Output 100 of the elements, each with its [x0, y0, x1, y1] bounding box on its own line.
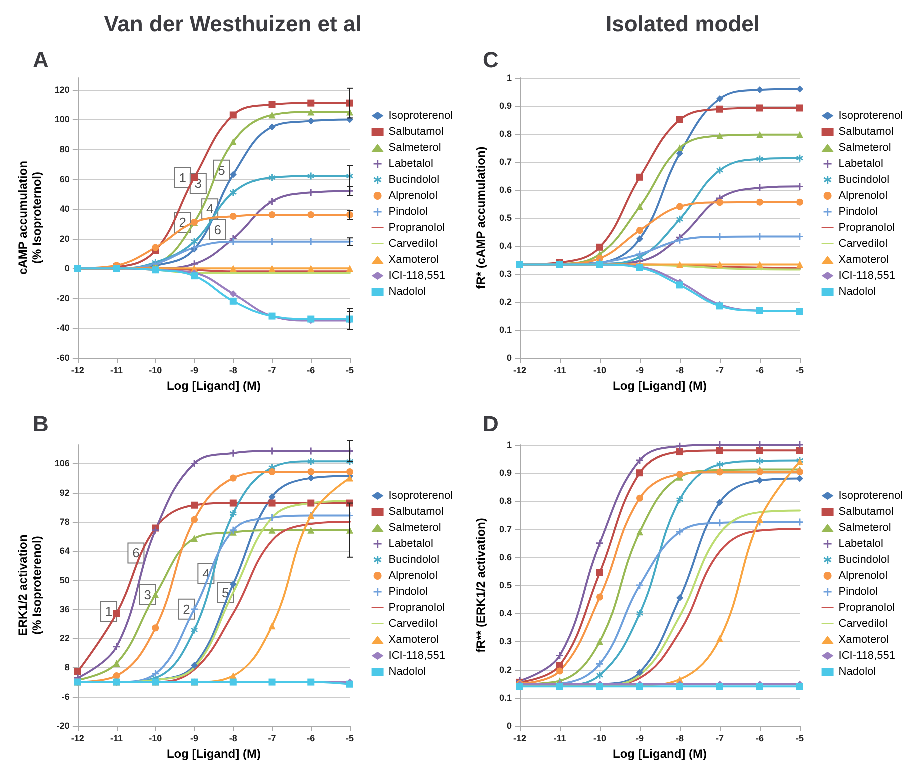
x-tick-label: -9: [190, 366, 199, 376]
x-tick-label: -9: [190, 734, 199, 744]
y-tick-label: 22: [60, 634, 70, 644]
y-tick-label: 0: [64, 264, 70, 274]
y-tick-label: -60: [56, 353, 70, 363]
x-tick-label: -11: [554, 734, 566, 744]
x-tick-label: -5: [346, 366, 354, 376]
y-tick-label: 0.1: [499, 692, 512, 703]
y-tick-label: 36: [60, 604, 70, 614]
y-tick-label: 0.7: [499, 157, 512, 167]
legend-label: Propranolol: [838, 602, 896, 614]
x-tick-label: -6: [307, 734, 316, 744]
y-tick-label: 0.2: [499, 664, 512, 675]
x-tick-label: -6: [307, 366, 316, 376]
y-tick-label: 120: [54, 84, 70, 95]
x-tick-label: -8: [676, 734, 684, 744]
legend-label: Bucindolol: [838, 554, 890, 566]
annotation: 4: [206, 202, 214, 217]
x-axis-title: Log [Ligand] (M): [166, 379, 261, 393]
legend-label: Labetalol: [838, 158, 884, 170]
x-tick-label: -5: [796, 734, 804, 744]
y-tick-label: 100: [54, 114, 70, 125]
y-axis-title: fR* (cAMP accumulation): [474, 146, 488, 290]
legend-label: Alprenolol: [838, 570, 888, 582]
legend-label: Bucindolol: [838, 174, 890, 186]
y-tick-label: 0.3: [499, 269, 512, 279]
legend-label: Salbutamol: [388, 506, 444, 518]
y-tick-label: 78: [60, 517, 70, 528]
legend-label: Isoproterenol: [388, 490, 454, 502]
legend-label: ICI-118,551: [388, 270, 446, 282]
y-tick-label: -20: [56, 293, 70, 304]
legend-label: Xamoterol: [838, 254, 889, 266]
legend-label: Carvedilol: [388, 238, 438, 250]
y-axis-title: fR** (ERK1/2 activation): [474, 518, 488, 653]
legend-label: Propranolol: [838, 222, 896, 234]
legend-label: ICI-118,551: [388, 650, 446, 662]
x-tick-label: -11: [110, 366, 124, 376]
x-tick-label: -11: [554, 366, 566, 376]
y-tick-label: 0.4: [499, 608, 512, 619]
y-axis-title: cAMP accumulation (% Isoproternol): [16, 161, 44, 275]
y-tick-label: 0.9: [499, 468, 512, 478]
x-tick-label: -8: [676, 366, 684, 376]
legend-label: ICI-118,551: [838, 650, 896, 662]
legend-label: Isoproterenol: [838, 110, 904, 122]
legend-label: Bucindolol: [388, 554, 440, 566]
y-tick-label: 40: [60, 204, 70, 214]
y-tick-label: 0.3: [499, 636, 512, 647]
legend-label: Salmeterol: [388, 142, 442, 154]
x-tick-label: -8: [229, 366, 238, 376]
y-tick-label: 0.9: [499, 101, 512, 111]
y-tick-label: 64: [60, 546, 70, 556]
x-tick-label: -9: [636, 366, 644, 376]
x-axis-title: Log [Ligand] (M): [613, 379, 707, 393]
x-tick-label: -7: [268, 734, 276, 744]
x-tick-label: -12: [71, 366, 84, 376]
legend-label: Bucindolol: [388, 174, 440, 186]
x-tick-label: -6: [756, 366, 764, 376]
y-tick-label: -20: [56, 721, 70, 731]
x-axis-title: Log [Ligand] (M): [166, 747, 261, 761]
legend-label: Salbutamol: [838, 506, 894, 518]
legend-label: Labetalol: [838, 538, 884, 550]
x-axis-title: Log [Ligand] (M): [613, 747, 707, 761]
legend-label: Nadolol: [388, 286, 426, 298]
chart-subtitle: A: [33, 48, 49, 72]
legend-label: Propranolol: [388, 222, 446, 234]
annotation: 2: [183, 602, 190, 617]
x-tick-label: -11: [110, 734, 124, 744]
y-tick-label: 80: [60, 144, 70, 154]
legend-label: Nadolol: [838, 666, 876, 678]
legend-label: Xamoterol: [388, 254, 439, 266]
x-tick-label: -12: [513, 366, 527, 376]
chart-title: D: [483, 412, 499, 436]
legend-label: Carvedilol: [838, 238, 888, 250]
y-tick-label: 0.5: [499, 213, 512, 223]
y-tick-label: 0: [506, 353, 512, 363]
annotation: 3: [144, 587, 152, 602]
x-tick-label: -12: [71, 734, 84, 744]
x-tick-label: -10: [149, 734, 162, 744]
annotation: 6: [132, 546, 140, 561]
legend-label: Alprenolol: [838, 190, 888, 202]
x-tick-label: -10: [593, 366, 607, 376]
chart-subtitle: C: [483, 48, 499, 72]
legend-label: Nadolol: [388, 666, 426, 678]
x-tick-label: -5: [346, 734, 354, 744]
legend-label: Propranolol: [388, 602, 446, 614]
chart-title: Van der Westhuizen et al: [104, 12, 362, 36]
y-tick-label: 0.8: [499, 129, 512, 139]
x-tick-label: -7: [268, 366, 276, 376]
annotation: 1: [105, 604, 113, 620]
legend-label: Pindolol: [388, 586, 428, 598]
x-tick-label: -12: [513, 734, 527, 744]
legend-label: Isoproterenol: [838, 490, 904, 502]
y-tick-label: 60: [60, 174, 70, 184]
y-tick-label: 50: [60, 575, 70, 586]
x-tick-label: -7: [716, 366, 724, 376]
legend-label: Isoproterenol: [388, 110, 454, 122]
x-tick-label: -8: [229, 734, 238, 744]
x-tick-label: -5: [796, 366, 804, 376]
y-tick-label: 0.6: [499, 552, 512, 562]
y-tick-label: -6: [62, 692, 70, 702]
